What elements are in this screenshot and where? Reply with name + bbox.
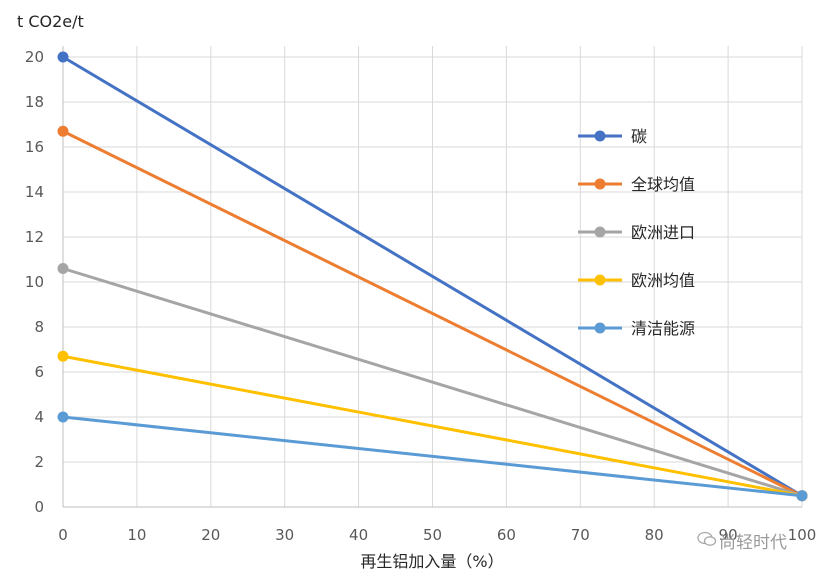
x-tick-label: 30 — [275, 526, 294, 544]
x-tick-label: 40 — [349, 526, 368, 544]
series-line — [61, 55, 804, 498]
legend-marker — [594, 274, 606, 286]
legend-label: 清洁能源 — [631, 319, 695, 338]
x-tick-label: 80 — [645, 526, 664, 544]
axes — [62, 46, 802, 508]
y-tick-labels: 0 2 4 6 8 10 12 14 16 18 20 — [25, 48, 44, 516]
legend-label: 全球均值 — [631, 175, 695, 194]
legend-marker — [594, 130, 606, 142]
y-tick-label: 2 — [34, 453, 44, 471]
y-axis-title: t CO2e/t — [17, 12, 84, 31]
legend-marker — [594, 322, 606, 334]
y-tick-label: 4 — [34, 408, 44, 426]
y-tick-label: 18 — [25, 93, 44, 111]
x-tick-label: 70 — [571, 526, 590, 544]
data-point — [57, 411, 69, 423]
data-point — [57, 263, 69, 274]
x-tick-label: 0 — [58, 526, 68, 544]
series-line — [61, 267, 804, 498]
legend-label: 欧洲均值 — [631, 271, 695, 290]
data-point — [57, 125, 69, 137]
y-tick-label: 8 — [34, 318, 44, 336]
x-tick-label: 100 — [788, 526, 817, 544]
y-tick-label: 12 — [25, 228, 44, 246]
x-tick-label: 10 — [127, 526, 146, 544]
x-tick-label: 90 — [719, 526, 738, 544]
watermark-text: 尚轻时代 — [719, 533, 787, 553]
series-line — [61, 415, 804, 498]
x-tick-labels: 0 10 20 30 40 50 60 70 80 90 100 — [58, 526, 816, 544]
y-tick-label: 6 — [34, 363, 44, 381]
series-lines — [57, 51, 808, 502]
legend-label: 碳 — [631, 127, 647, 146]
legend-label: 欧洲进口 — [631, 223, 695, 242]
y-tick-label: 20 — [25, 48, 44, 66]
legend-marker — [594, 178, 606, 190]
legend-marker — [594, 226, 606, 238]
data-point — [57, 51, 69, 63]
x-axis-title: 再生铝加入量（%） — [360, 552, 503, 571]
data-point — [796, 490, 808, 502]
y-tick-label: 16 — [25, 138, 44, 156]
x-tick-label: 50 — [423, 526, 442, 544]
y-tick-label: 10 — [25, 273, 44, 291]
x-tick-label: 20 — [201, 526, 220, 544]
watermark: 尚轻时代 — [697, 528, 787, 553]
wechat-icon — [697, 531, 717, 551]
x-tick-label: 60 — [497, 526, 516, 544]
y-tick-label: 0 — [34, 498, 44, 516]
y-tick-label: 14 — [25, 183, 44, 201]
series-line — [61, 129, 804, 498]
data-point — [57, 350, 69, 362]
series-line — [61, 354, 804, 498]
